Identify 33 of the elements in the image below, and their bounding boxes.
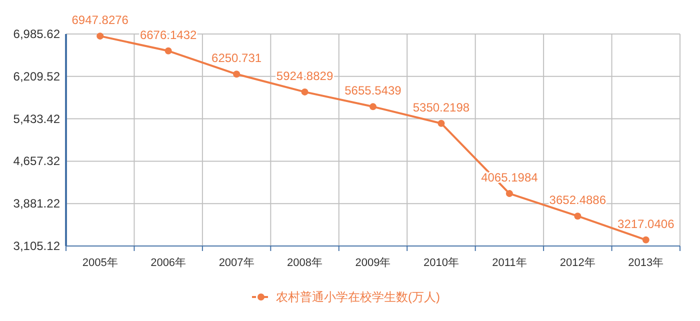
point bbox=[164, 47, 172, 54]
x-tick-label: 2009年 bbox=[355, 257, 391, 269]
point bbox=[370, 103, 376, 110]
x-tick-label: 2005年 bbox=[82, 257, 118, 269]
data-label: 5350.2198 bbox=[412, 100, 470, 114]
x-tick-label: 2010年 bbox=[423, 257, 459, 269]
data-label: 6947.8276 bbox=[72, 13, 129, 28]
point bbox=[96, 32, 104, 40]
point bbox=[642, 236, 650, 244]
y-tick-label: 6,209.52 bbox=[13, 69, 60, 84]
data-label: 3652.4886 bbox=[549, 193, 606, 208]
x-tick-label: 2011年 bbox=[492, 257, 527, 269]
y-tick-label: 3,105.12 bbox=[13, 239, 60, 253]
y-tick-label: 3,881.22 bbox=[13, 196, 60, 211]
x-tick-label: 2006年 bbox=[150, 257, 186, 269]
x-tick-label: 2012年 bbox=[560, 257, 596, 269]
x-tick-label: 2008年 bbox=[287, 257, 323, 269]
point bbox=[301, 88, 308, 96]
data-label: 5924.8829 bbox=[276, 68, 334, 83]
y-tick-label: 4,657.32 bbox=[13, 154, 60, 168]
x-tick-label: 2007年 bbox=[218, 257, 254, 269]
point bbox=[438, 120, 445, 127]
x-tick-label: 2013年 bbox=[628, 257, 664, 269]
point bbox=[574, 212, 582, 220]
data-label: 6676.1432 bbox=[140, 28, 198, 42]
legend-label: 农村普通小学在校学生数(万人) bbox=[276, 290, 440, 304]
y-tick-label: 5,433.42 bbox=[13, 112, 60, 126]
y-tick-label: 6,985.62 bbox=[13, 27, 60, 41]
point bbox=[233, 70, 240, 78]
point bbox=[506, 190, 513, 198]
data-label: 3217.0406 bbox=[618, 216, 675, 231]
data-label: 5655.5439 bbox=[344, 84, 402, 98]
data-label: 6250.731 bbox=[212, 51, 262, 66]
